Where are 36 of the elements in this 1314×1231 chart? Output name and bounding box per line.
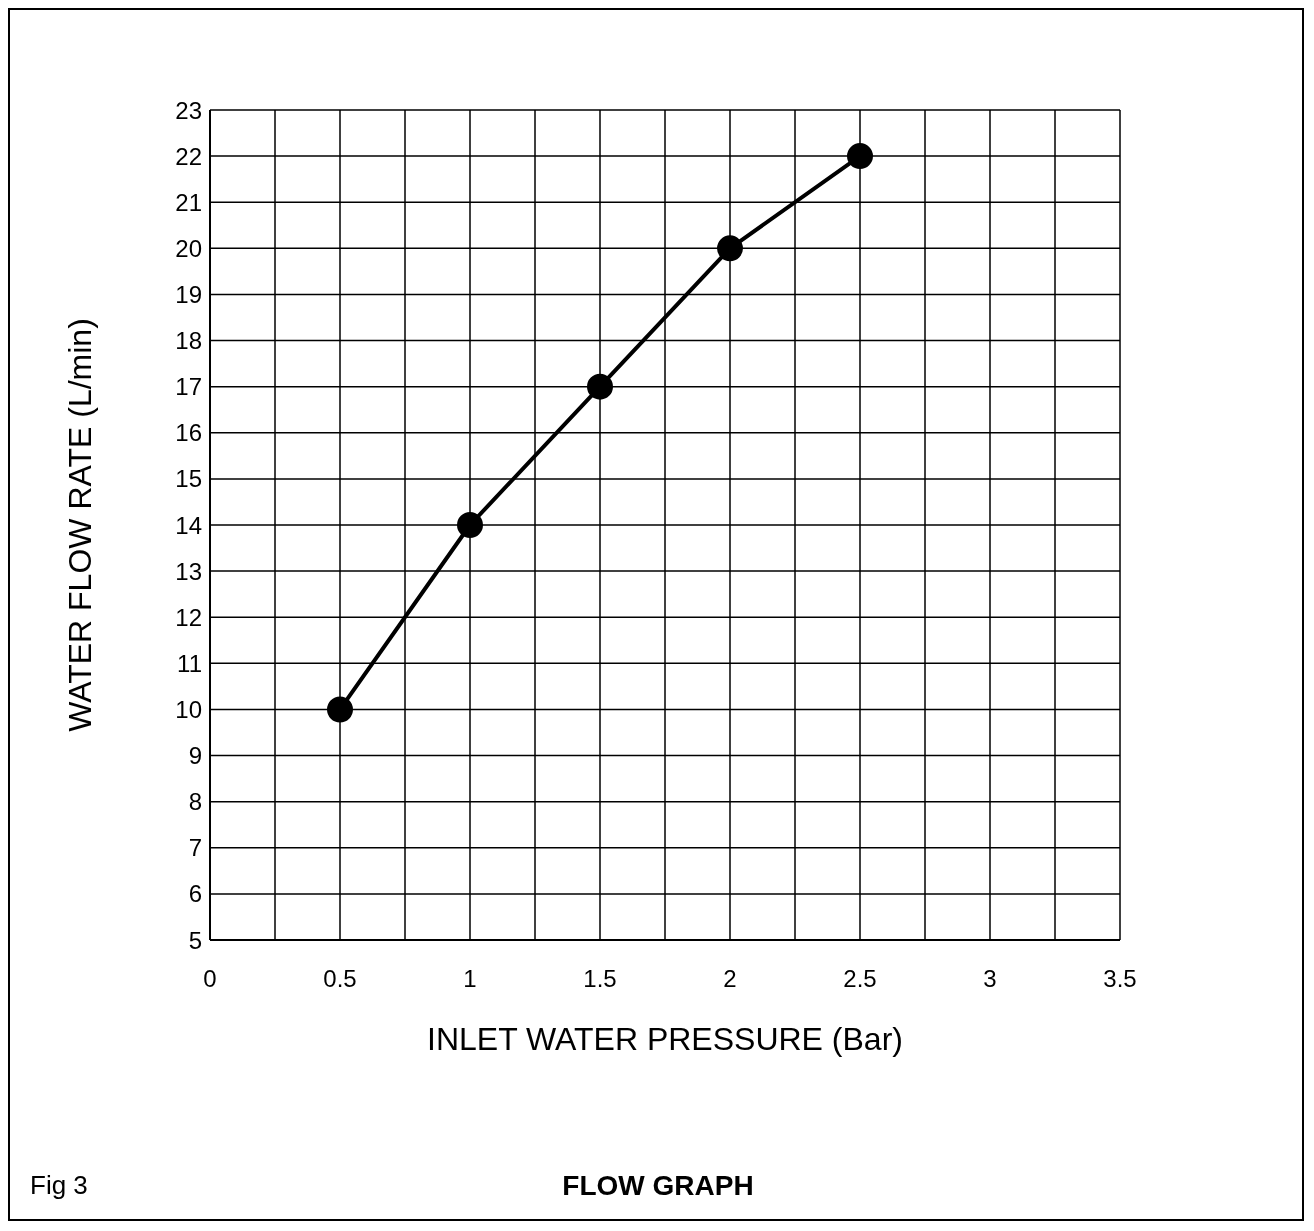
point — [717, 235, 743, 262]
y-tick-label: 21 — [175, 188, 202, 216]
y-tick-label: 14 — [175, 511, 202, 539]
text: FLOW GRAPH — [562, 1170, 754, 1201]
y-tick-label: 23 — [175, 96, 202, 124]
y-tick-label: 5 — [188, 926, 202, 954]
y-tick-label: 22 — [175, 142, 202, 170]
y-tick-label: 19 — [175, 280, 202, 308]
point — [587, 373, 613, 400]
y-tick-label: 6 — [188, 880, 202, 908]
y-tick-label: 7 — [188, 834, 202, 862]
point — [327, 696, 353, 723]
y-tick-label: 18 — [175, 327, 202, 355]
y-tick-label: 10 — [175, 695, 202, 723]
y-tick-label: 17 — [175, 373, 202, 401]
x-tick-label: 1 — [463, 965, 477, 993]
y-axis-title: WATER FLOW RATE (L/min) — [62, 318, 99, 732]
x-tick-label: 0 — [203, 965, 217, 993]
x-tick-label: 0.5 — [323, 965, 357, 993]
x-tick-label: 2 — [723, 965, 737, 993]
x-tick-label: 3 — [983, 965, 997, 993]
y-tick-label: 13 — [175, 557, 202, 585]
point — [457, 512, 483, 538]
y-tick-label: 8 — [188, 788, 202, 816]
y-tick-label: 20 — [175, 234, 202, 262]
x-axis-title: INLET WATER PRESSURE (Bar) — [427, 1021, 903, 1057]
x-tick-label: 2.5 — [843, 965, 877, 993]
x-tick-label: 1.5 — [583, 965, 617, 993]
y-tick-label: 16 — [175, 419, 202, 447]
x-tick-label: 3.5 — [1103, 965, 1137, 993]
y-tick-label: 12 — [175, 603, 202, 631]
caption: Fig 3 — [30, 1170, 88, 1201]
y-tick-label: 11 — [177, 649, 202, 677]
y-tick-label: 9 — [188, 742, 202, 770]
point — [847, 143, 873, 170]
y-tick-label: 15 — [175, 465, 202, 493]
